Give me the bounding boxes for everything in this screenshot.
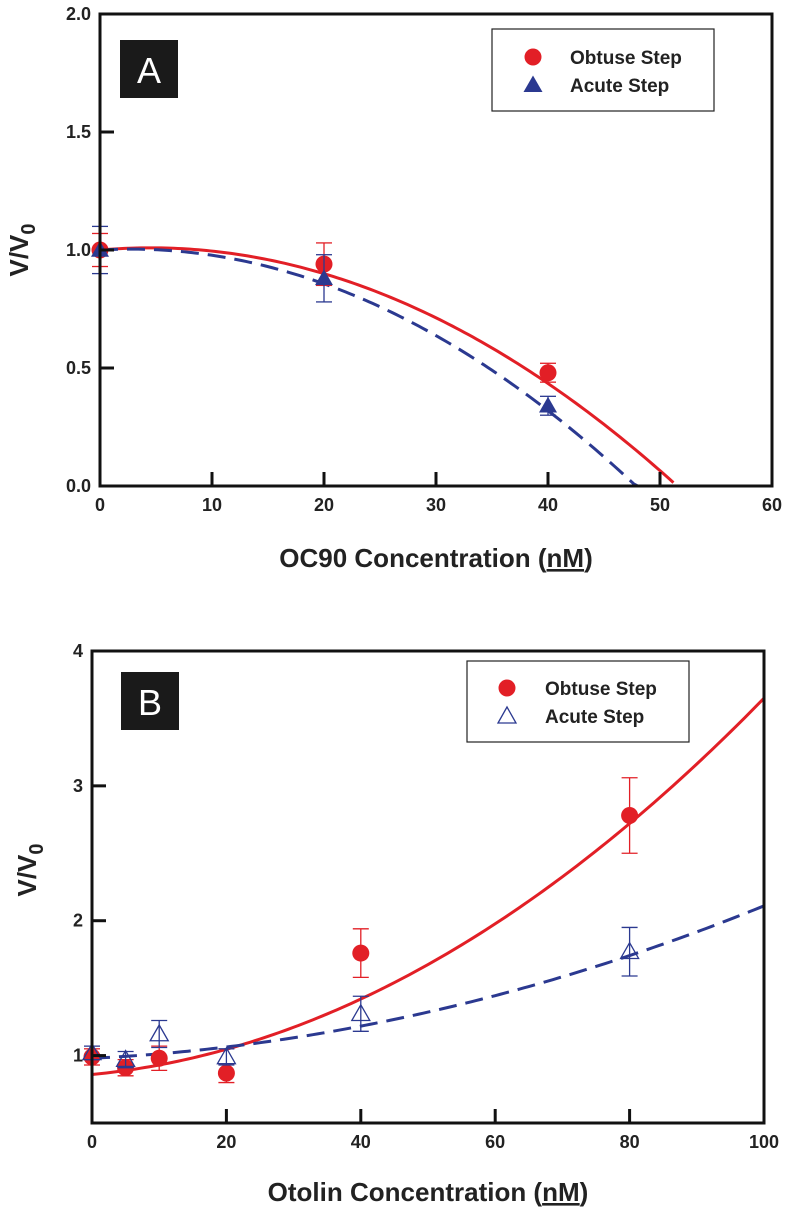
legend-a: Obtuse Step Acute Step — [491, 28, 715, 112]
data-point-obtuse-b — [217, 1064, 235, 1082]
panel-label-text-b: B — [138, 682, 162, 723]
data-point-obtuse-b — [352, 944, 370, 962]
legend-marker-acute-a — [523, 75, 543, 92]
x-tick-label-b: 0 — [87, 1132, 97, 1152]
data-point-acute-b — [216, 1046, 237, 1065]
y-tick-label-a: 0.5 — [66, 358, 91, 378]
x-tick-label-a: 60 — [762, 495, 782, 515]
legend-label-acute-a: Acute Step — [570, 76, 669, 97]
y-axis-title-sub-a: 0 — [18, 223, 40, 234]
y-axis-title-sub-b: 0 — [26, 843, 48, 854]
x-axis-title-close-a: ) — [584, 543, 593, 573]
legend-box-b — [466, 660, 690, 743]
axis-ticks-b: 0 20 40 60 80 100 1 2 3 4 — [73, 641, 779, 1152]
x-tick-label-a: 40 — [538, 495, 558, 515]
x-axis-title-unit-b: nM — [542, 1177, 580, 1207]
x-tick-label-b: 60 — [485, 1132, 505, 1152]
data-point-acute-b — [619, 941, 640, 960]
axis-ticks-a: 0 10 20 30 40 50 60 0.0 0.5 1.0 1.5 2.0 — [66, 4, 782, 515]
data-point-acute-b — [350, 1003, 371, 1022]
x-tick-label-b: 40 — [351, 1132, 371, 1152]
y-axis-title-main-a: V/V — [4, 234, 34, 277]
y-tick-label-a: 0.0 — [66, 476, 91, 496]
y-tick-label-a: 1.0 — [66, 240, 91, 260]
x-tick-label-b: 100 — [749, 1132, 779, 1152]
y-tick-label-b: 2 — [73, 911, 83, 931]
plot-frame-b — [90, 649, 766, 1125]
x-tick-label-a: 20 — [314, 495, 334, 515]
y-tick-label-a: 2.0 — [66, 4, 91, 24]
data-point-obtuse-b — [150, 1049, 168, 1067]
y-tick-label-b: 3 — [73, 776, 83, 796]
panel-label-box-a — [120, 40, 178, 98]
panel-label-text-a: A — [137, 50, 161, 91]
y-tick-label-a: 1.5 — [66, 122, 91, 142]
legend-label-acute-b: Acute Step — [545, 707, 644, 728]
x-tick-label-a: 0 — [95, 495, 105, 515]
data-markers-b — [81, 777, 640, 1084]
legend-label-obtuse-b: Obtuse Step — [545, 679, 657, 700]
fit-curve-obtuse-a — [99, 246, 675, 484]
legend-marker-obtuse-a — [524, 48, 542, 66]
panel-label-b: B — [121, 672, 179, 730]
y-tick-label-b: 4 — [73, 641, 83, 661]
fit-lines-a — [99, 246, 675, 488]
legend-label-obtuse-a: Obtuse Step — [570, 48, 682, 69]
x-axis-title-main-b: Otolin Concentration ( — [268, 1177, 543, 1207]
x-axis-title-main-a: OC90 Concentration ( — [279, 543, 547, 573]
x-axis-title-unit-a: nM — [547, 543, 585, 573]
x-axis-title-close-b: ) — [580, 1177, 589, 1207]
x-tick-label-b: 20 — [216, 1132, 236, 1152]
legend-marker-obtuse-b — [498, 679, 516, 697]
x-tick-label-b: 80 — [620, 1132, 640, 1152]
y-axis-title-b: V/V0 — [12, 843, 48, 896]
panel-label-a: A — [120, 40, 178, 98]
x-axis-title-a: OC90 Concentration (nM) — [279, 543, 592, 573]
data-markers-a — [91, 225, 557, 416]
data-point-acute-a — [315, 269, 333, 286]
legend-box-a — [491, 28, 715, 112]
x-tick-label-a: 10 — [202, 495, 222, 515]
x-axis-title-b: Otolin Concentration (nM) — [268, 1177, 589, 1207]
fit-curve-acute-a — [99, 247, 639, 488]
data-point-acute-a — [539, 396, 557, 413]
data-point-obtuse-b — [621, 807, 639, 825]
fit-curve-acute-b — [91, 904, 765, 1060]
chart-panel-a: 0 10 20 30 40 50 60 0.0 0.5 1.0 1.5 2.0 A Obtuse St… — [4, 4, 782, 573]
panel-label-box-b — [121, 672, 179, 730]
y-tick-label-b: 1 — [73, 1046, 83, 1066]
data-point-acute-b — [149, 1023, 170, 1042]
data-point-acute-b — [115, 1049, 136, 1068]
legend-b: Obtuse Step Acute Step — [466, 660, 690, 743]
x-tick-label-a: 30 — [426, 495, 446, 515]
x-tick-label-a: 50 — [650, 495, 670, 515]
fit-curve-obtuse-b — [91, 697, 766, 1076]
data-point-obtuse-a — [539, 364, 557, 382]
chart-panel-b: 0 20 40 60 80 100 1 2 3 4 B Obtuse Step Acute Ste… — [12, 641, 779, 1207]
legend-marker-acute-b — [496, 705, 518, 724]
y-axis-title-main-b: V/V — [12, 854, 42, 897]
fit-lines-b — [91, 697, 766, 1076]
y-axis-title-a: V/V0 — [4, 223, 40, 276]
